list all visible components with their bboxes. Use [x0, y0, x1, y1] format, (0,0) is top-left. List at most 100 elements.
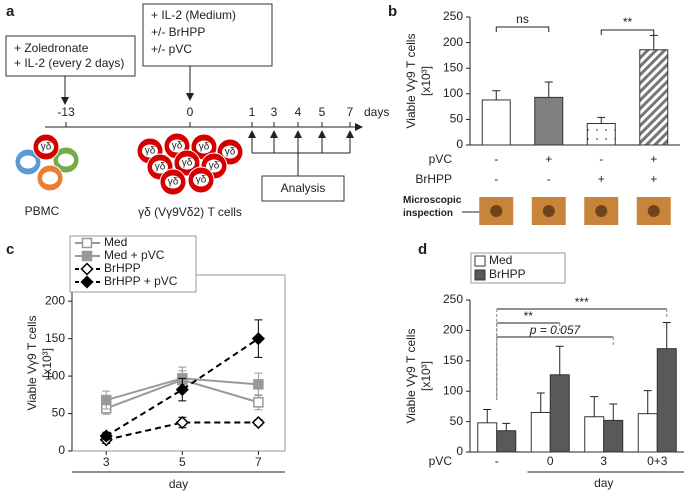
marker	[253, 397, 264, 408]
bar	[603, 419, 624, 453]
y-tick-label: 150	[443, 60, 463, 74]
x-tick-label: 5	[179, 455, 186, 469]
cell-nucleus	[58, 153, 74, 167]
condition-value: +	[650, 172, 657, 186]
y-axis-title: Viable Vγ9 T cells	[404, 34, 418, 129]
legend-label: BrHPP + pVC	[104, 274, 178, 288]
error-bar	[502, 422, 511, 431]
panel-label: c	[6, 241, 14, 258]
marker	[251, 415, 265, 430]
significance-label: ***	[575, 295, 589, 309]
error-bar	[643, 390, 652, 414]
significance-bracket	[600, 29, 655, 35]
cell-nucleus	[142, 144, 158, 158]
cell-label: γδ	[225, 147, 236, 158]
x-axis-title: day	[169, 477, 188, 491]
error-bar	[492, 90, 501, 100]
y-tick-label: 250	[443, 9, 463, 23]
cell-nucleus	[196, 140, 212, 154]
cell-nucleus	[179, 156, 195, 170]
bar	[639, 49, 669, 146]
panel-label: b	[388, 3, 397, 20]
cell-nucleus	[38, 140, 54, 154]
micro-image-spot	[490, 205, 503, 217]
x-tick-label: 3	[600, 454, 607, 468]
x-axis-title: day	[594, 476, 613, 490]
cell-label: γδ	[182, 158, 193, 169]
y-tick-label: 50	[450, 414, 464, 428]
series-line	[106, 421, 259, 441]
timeline-unit: days	[364, 105, 389, 119]
error-bar	[597, 116, 606, 124]
x-tick-label: 0	[547, 454, 554, 468]
y-tick-label: 250	[443, 292, 463, 306]
y-tick-label: 150	[45, 331, 65, 345]
bar	[549, 374, 570, 453]
legend-label: Med + pVC	[104, 248, 165, 262]
cell-nucleus	[152, 160, 168, 174]
bar	[481, 99, 511, 146]
error-bar	[590, 396, 599, 417]
box-text: + Zoledronate	[14, 41, 89, 55]
y-tick-label: 50	[450, 112, 464, 126]
box-text: + IL-2 (every 2 days)	[14, 56, 124, 70]
error-bar	[609, 403, 618, 421]
analysis-connector	[252, 152, 350, 176]
y-tick-label: 200	[443, 323, 463, 337]
bar	[534, 96, 564, 146]
legend-box	[470, 252, 566, 284]
marker	[175, 383, 189, 397]
cell-label: γδ	[145, 146, 156, 157]
analysis-label: Analysis	[281, 181, 326, 195]
y-axis-title: Viable Vγ9 T cells	[25, 316, 39, 411]
box-text: +/- BrHPP	[151, 25, 205, 39]
marker	[99, 429, 113, 443]
legend-label: BrHPP	[104, 261, 141, 275]
treatment-box	[5, 35, 136, 77]
condition-value: +	[650, 152, 657, 166]
x-tick-label: 3	[103, 455, 110, 469]
bar	[477, 422, 498, 453]
marker	[81, 250, 93, 262]
timeline-tick-label: 4	[295, 105, 302, 119]
cell-nucleus	[42, 171, 58, 185]
bar	[530, 411, 551, 453]
marker	[100, 394, 112, 406]
bar	[586, 122, 616, 146]
panel-label: a	[6, 3, 15, 20]
condition-value: -	[547, 172, 551, 186]
category-axis-title: pVC	[429, 454, 453, 468]
timeline-tick-label: 5	[319, 105, 326, 119]
micro-image-spot	[542, 205, 555, 217]
legend-label: Med	[104, 235, 127, 249]
marker	[80, 262, 94, 276]
analysis-box	[261, 175, 345, 202]
cell-label: γδ	[196, 175, 207, 186]
tcell-label: γδ (Vγ9Vδ2) T cells	[138, 205, 242, 219]
error-bar	[483, 408, 492, 423]
micro-image-spot	[647, 205, 660, 217]
error-bar	[544, 81, 553, 98]
condition-value: -	[599, 152, 603, 166]
y-tick-label: 100	[45, 368, 65, 382]
condition-label: BrHPP	[415, 172, 452, 186]
condition-value: +	[598, 172, 605, 186]
y-tick-label: 0	[456, 444, 463, 458]
legend-swatch	[474, 255, 486, 267]
bar	[496, 430, 517, 453]
box-text: +/- pVC	[151, 42, 192, 56]
cell-label: γδ	[172, 141, 183, 152]
marker	[80, 275, 94, 289]
y-tick-label: 100	[443, 383, 463, 397]
cell-nucleus	[169, 139, 185, 153]
cell-label: γδ	[168, 177, 179, 188]
pbmc-label: PBMC	[25, 204, 60, 218]
marker	[81, 237, 93, 249]
legend-label: BrHPP	[489, 267, 526, 281]
image-label: Microscopic inspection	[403, 195, 462, 219]
cell-label: γδ	[155, 162, 166, 173]
marker	[175, 415, 189, 430]
cell-label: γδ	[209, 161, 220, 172]
